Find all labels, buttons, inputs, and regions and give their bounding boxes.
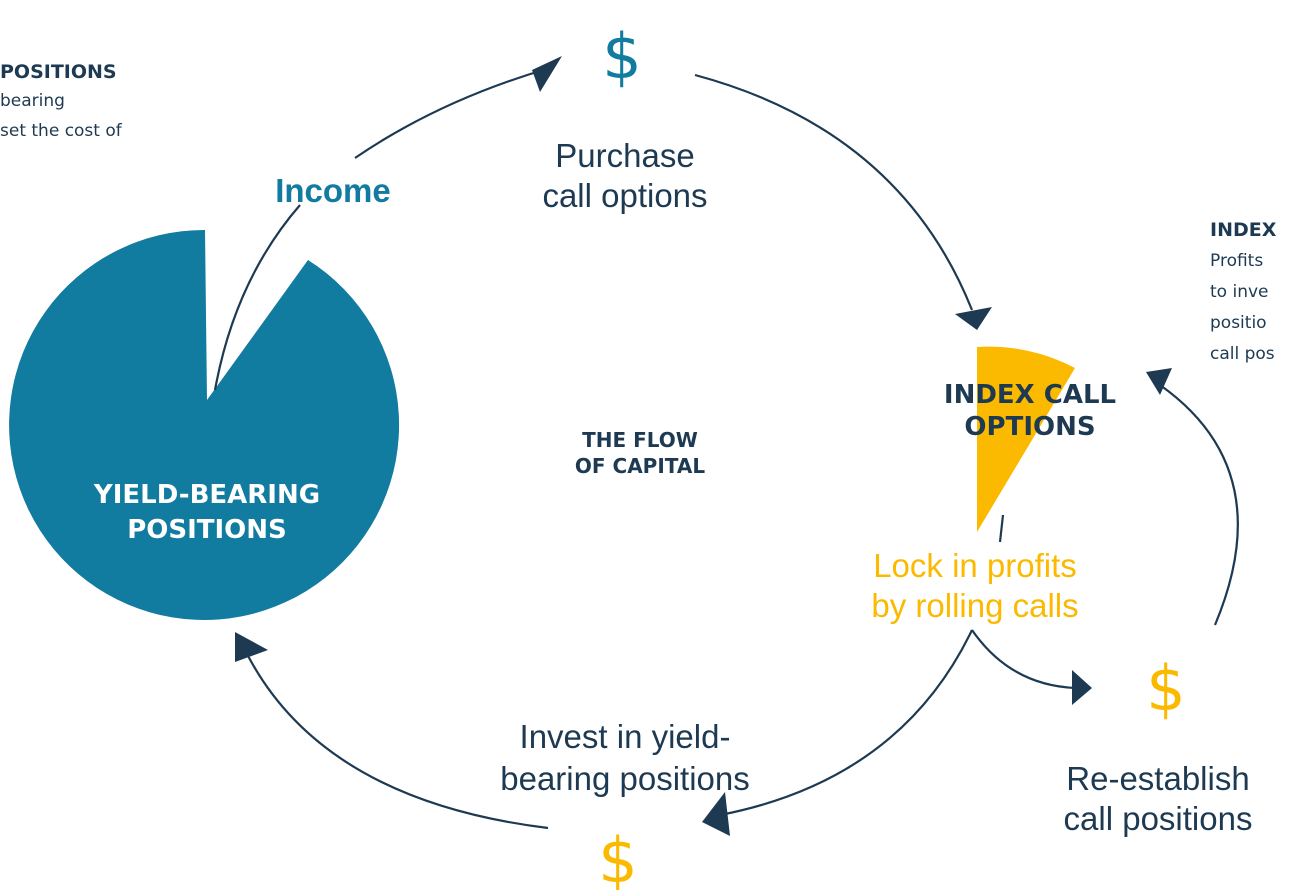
arrow: [971, 629, 1076, 690]
arrow: [354, 66, 551, 159]
index-wedge: [977, 346, 1075, 532]
arrow: [1159, 384, 1239, 626]
arrowhead: [1072, 670, 1092, 705]
step-label: Lock in profits: [873, 547, 1077, 584]
step-label: bearing positions: [500, 760, 750, 797]
note-title: INDEX: [1210, 219, 1277, 241]
income-line: [213, 204, 301, 391]
note-line: bearing: [0, 91, 65, 111]
step-label: Invest in yield-: [520, 718, 731, 755]
note-line: Profits: [1210, 251, 1263, 271]
arrow: [719, 629, 973, 817]
wedge-label: INDEX CALL: [944, 380, 1116, 410]
arrowhead: [532, 56, 562, 92]
note-title: POSITIONS: [0, 61, 117, 83]
income-label: Income: [275, 172, 391, 209]
note-line: set the cost of: [0, 121, 123, 141]
dollar-icon: $: [598, 824, 637, 890]
arrowhead: [1146, 368, 1172, 395]
note-line: call pos: [1210, 344, 1275, 364]
arrow: [694, 73, 974, 311]
arrowhead: [235, 632, 268, 662]
dollar-icon: $: [602, 20, 641, 93]
step-label: Re-establish: [1066, 760, 1249, 797]
pie-label: POSITIONS: [127, 515, 287, 545]
step-label: call options: [542, 177, 707, 214]
pie-label: YIELD-BEARING: [93, 480, 320, 510]
center-label: THE FLOW: [582, 428, 698, 452]
arrowhead: [702, 792, 730, 836]
wedge-label: OPTIONS: [964, 412, 1095, 442]
step-label: Purchase: [555, 137, 694, 174]
step-label: call positions: [1064, 800, 1253, 837]
step-label: by rolling calls: [871, 587, 1078, 624]
arrow: [244, 649, 549, 830]
tick-line: [998, 514, 1005, 543]
yield-pie: [9, 229, 400, 620]
dollar-icon: $: [1146, 652, 1185, 725]
arrowhead: [955, 307, 992, 330]
center-label: OF CAPITAL: [575, 454, 705, 478]
note-line: to inve: [1210, 282, 1269, 302]
note-line: positio: [1210, 313, 1267, 333]
